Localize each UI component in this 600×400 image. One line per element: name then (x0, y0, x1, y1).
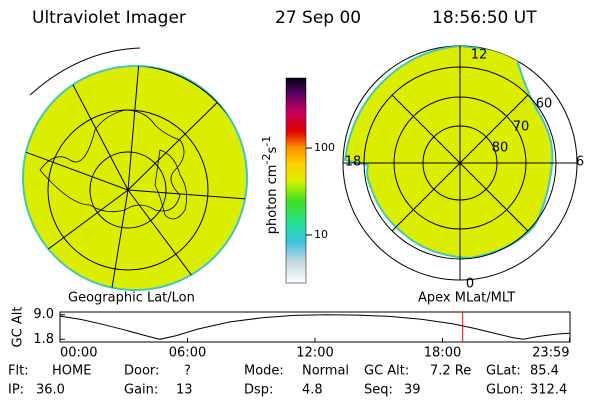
info-label: Door: (124, 364, 159, 379)
x-tick-label: 00:00 (60, 346, 97, 361)
info-value: 312.4 (530, 383, 567, 398)
mlt-label: 12 (471, 48, 488, 63)
altitude-label: GC Alt (11, 307, 26, 348)
colorbar-tick-label: 100 (314, 141, 335, 154)
lat-label: 60 (536, 97, 553, 112)
colorbar-label: photon cm-2s-1 (260, 136, 280, 234)
altitude-plot: 9.0 1.8 00:00 06:00 12:00 18:00 23:59 (33, 307, 571, 361)
lat-label: 70 (513, 120, 530, 135)
info-label: Flt: (8, 364, 29, 379)
x-tick-label: 06:00 (169, 346, 206, 361)
info-value: 13 (176, 383, 193, 398)
globe-image (22, 47, 248, 291)
info-value: Normal (302, 364, 349, 379)
info-value: 85.4 (530, 364, 559, 379)
x-tick-label: 23:59 (532, 346, 569, 361)
info-value: 4.8 (302, 383, 323, 398)
info-panel: Flt: HOME Door:? Mode: Normal GC Alt: 7.2 Re GL… (8, 364, 567, 398)
info-value: HOME (52, 364, 91, 379)
info-label: Seq: (364, 383, 393, 398)
info-label: GC Alt: (364, 364, 409, 379)
right-caption: Apex MLat/MLT (418, 291, 515, 306)
lat-label: 80 (492, 141, 509, 156)
mlt-label: 18 (345, 155, 362, 170)
info-value: 39 (404, 383, 421, 398)
altitude-frame (59, 311, 571, 343)
info-value: 7.2 Re (430, 364, 471, 379)
info-label: GLon: (486, 383, 524, 398)
mlt-label: 6 (576, 155, 584, 170)
colorbar (285, 77, 307, 284)
info-label: IP: (8, 383, 24, 398)
left-caption: Geographic Lat/Lon (68, 291, 195, 306)
title: Ultraviolet Imager (32, 8, 186, 28)
info-label: Gain: (124, 383, 158, 398)
y-tick-label: 1.8 (33, 332, 54, 347)
info-label: Dsp: (244, 383, 273, 398)
info-value: ? (184, 364, 191, 379)
x-tick-label: 12:00 (296, 346, 333, 361)
info-value: 36.0 (36, 383, 65, 398)
y-tick-label: 9.0 (33, 307, 54, 322)
colorbar-tick-label: 10 (314, 228, 328, 241)
info-label: GLat: (486, 364, 521, 379)
mlt-label: 0 (466, 277, 474, 292)
time: 18:56:50 UT (432, 8, 537, 28)
polar-plot (342, 45, 578, 281)
info-label: Mode: (244, 364, 284, 379)
altitude-curve (59, 314, 571, 340)
x-tick-label: 18:00 (424, 346, 461, 361)
date: 27 Sep 00 (275, 8, 361, 28)
